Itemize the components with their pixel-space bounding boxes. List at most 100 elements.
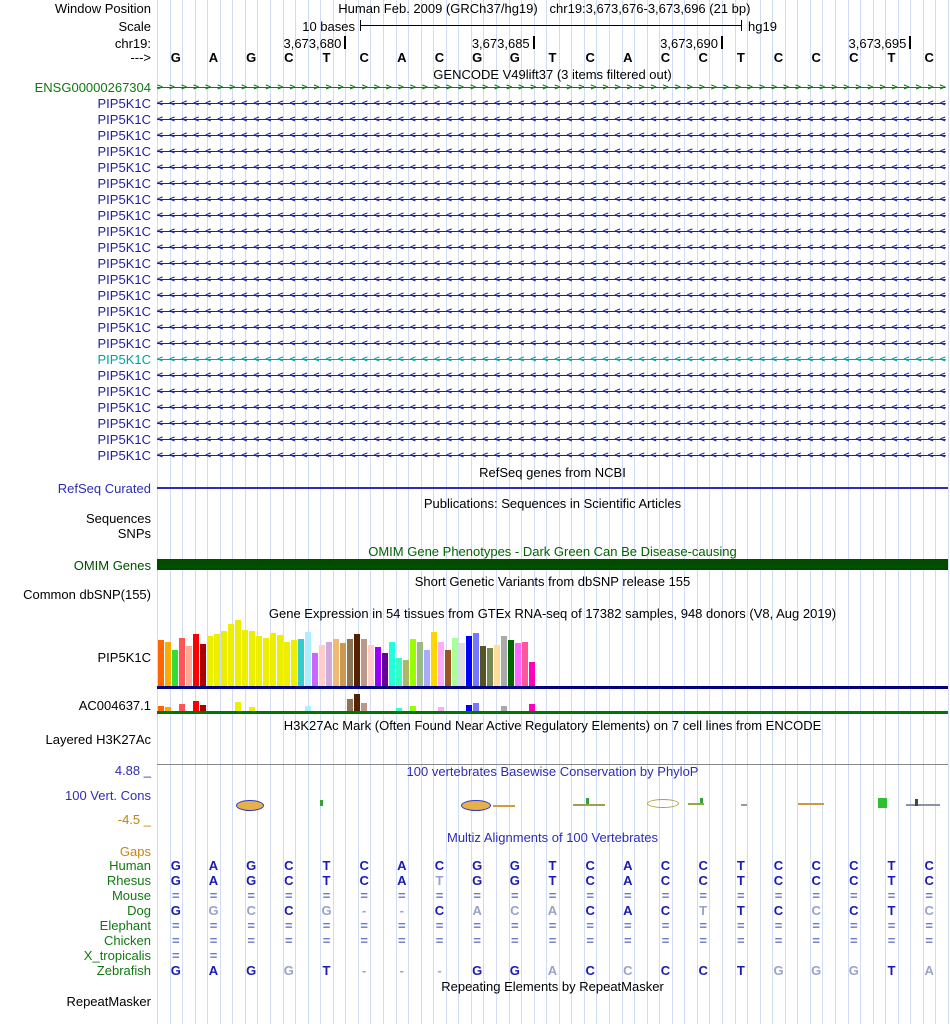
gencode-item-arrows[interactable]: < < < < < < < < < < < < < < < < < < < < … [157,386,946,397]
gencode-item-arrows[interactable]: < < < < < < < < < < < < < < < < < < < < … [157,338,946,349]
gencode-item-arrows[interactable]: < < < < < < < < < < < < < < < < < < < < … [157,306,946,317]
gtex-bar[interactable] [291,640,297,686]
gencode-item-label[interactable]: PIP5K1C [97,256,151,271]
snps-label[interactable]: SNPs [117,526,151,541]
repeatmasker-header[interactable]: Repeating Elements by RepeatMasker [441,979,664,994]
gencode-item-label[interactable]: PIP5K1C [97,160,151,175]
gtex-bar[interactable] [501,636,507,686]
gencode-item-arrows[interactable]: < < < < < < < < < < < < < < < < < < < < … [157,274,946,285]
gtex-bar[interactable] [263,638,269,686]
gencode-item-arrows[interactable]: < < < < < < < < < < < < < < < < < < < < … [157,402,946,413]
gtex-bar[interactable] [298,639,304,686]
gtex-bar[interactable] [529,662,535,686]
gtex-bar[interactable] [368,645,374,686]
gtex-gene-label-ac004637[interactable]: AC004637.1 [78,698,151,713]
gtex-bar[interactable] [389,642,395,686]
gaps-label[interactable]: Gaps [119,844,151,859]
gencode-item-arrows[interactable]: < < < < < < < < < < < < < < < < < < < < … [157,258,946,269]
gtex-bar[interactable] [361,639,367,686]
gtex-bar-ac[interactable] [466,705,472,711]
publications-header[interactable]: Publications: Sequences in Scientific Ar… [423,496,682,511]
gencode-item-label[interactable]: PIP5K1C [97,96,151,111]
gtex-bar[interactable] [221,631,227,686]
gtex-bar[interactable] [382,653,388,686]
gencode-item-arrows[interactable]: < < < < < < < < < < < < < < < < < < < < … [157,194,946,205]
gtex-bar[interactable] [438,642,444,686]
omim-genes-label[interactable]: OMIM Genes [73,558,151,573]
gtex-bar-ac[interactable] [361,703,367,711]
gencode-item-label[interactable]: PIP5K1C [97,144,151,159]
gencode-item-label[interactable]: PIP5K1C [97,272,151,287]
gtex-bar[interactable] [333,639,339,686]
gencode-item-label[interactable]: ENSG00000267304 [34,80,151,95]
gtex-bar-ac[interactable] [179,704,185,711]
repeatmasker-label[interactable]: RepeatMasker [66,994,151,1009]
gencode-item-arrows[interactable]: < < < < < < < < < < < < < < < < < < < < … [157,226,946,237]
conservation-header[interactable]: 100 vertebrates Basewise Conservation by… [406,764,699,779]
gencode-item-label[interactable]: PIP5K1C [97,288,151,303]
gtex-bar-ac[interactable] [165,707,171,711]
gtex-bar[interactable] [417,642,423,686]
gencode-item-arrows[interactable]: < < < < < < < < < < < < < < < < < < < < … [157,114,946,125]
gencode-item-arrows[interactable]: < < < < < < < < < < < < < < < < < < < < … [157,290,946,301]
gtex-bar[interactable] [473,633,479,686]
gencode-item-label[interactable]: PIP5K1C [97,192,151,207]
species-label[interactable]: Mouse [111,888,151,903]
gtex-bar[interactable] [326,642,332,686]
gtex-bar[interactable] [466,636,472,686]
gencode-item-arrows[interactable]: < < < < < < < < < < < < < < < < < < < < … [157,434,946,445]
gencode-item-label[interactable]: PIP5K1C [97,208,151,223]
gencode-item-label[interactable]: PIP5K1C [97,368,151,383]
gtex-bar[interactable] [200,644,206,686]
gencode-item-label[interactable]: PIP5K1C [97,112,151,127]
gencode-item-label[interactable]: PIP5K1C [97,320,151,335]
species-label[interactable]: Chicken [104,933,151,948]
gtex-bar[interactable] [459,643,465,686]
gencode-item-label[interactable]: PIP5K1C [97,336,151,351]
gtex-bar[interactable] [494,645,500,686]
dbsnp-label[interactable]: Common dbSNP(155) [23,587,151,602]
gtex-bar[interactable] [319,645,325,686]
gtex-gene-model-ac004637[interactable] [157,711,948,714]
gtex-bar-ac[interactable] [193,701,199,711]
h3k27ac-header[interactable]: H3K27Ac Mark (Often Found Near Active Re… [283,718,822,733]
gtex-bar[interactable] [522,642,528,686]
gtex-bar[interactable] [179,638,185,686]
gencode-item-arrows[interactable]: < < < < < < < < < < < < < < < < < < < < … [157,162,946,173]
gtex-bar-ac[interactable] [347,699,353,711]
gencode-item-arrows[interactable]: < < < < < < < < < < < < < < < < < < < < … [157,322,946,333]
gtex-bar-ac[interactable] [305,706,311,711]
species-label[interactable]: Zebrafish [96,963,151,978]
gtex-bar-ac[interactable] [200,705,206,711]
gencode-item-label[interactable]: PIP5K1C [97,352,151,367]
gtex-bar-ac[interactable] [438,707,444,711]
gtex-gene-label-pip5k1c[interactable]: PIP5K1C [97,650,151,665]
gtex-bar[interactable] [305,632,311,686]
gtex-bar-ac[interactable] [501,706,507,711]
gtex-bar-ac[interactable] [410,706,416,711]
species-label[interactable]: Dog [127,903,151,918]
gencode-item-arrows[interactable]: < < < < < < < < < < < < < < < < < < < < … [157,210,946,221]
gtex-bar[interactable] [207,636,213,686]
gtex-bar-ac[interactable] [235,702,241,711]
dbsnp-header[interactable]: Short Genetic Variants from dbSNP releas… [414,574,691,589]
gencode-item-label[interactable]: PIP5K1C [97,416,151,431]
gencode-item-arrows[interactable]: > > > > > > > > > > > > > > > > > > > > … [157,82,946,93]
gtex-bar[interactable] [487,648,493,686]
refseq-curated-label[interactable]: RefSeq Curated [57,481,151,496]
omim-genes-bar[interactable] [157,559,948,570]
gtex-bar[interactable] [228,624,234,686]
gtex-bar[interactable] [354,634,360,686]
gtex-bar[interactable] [235,620,241,686]
gtex-bar[interactable] [214,634,220,686]
gtex-bar-ac[interactable] [396,708,402,711]
gtex-bar-ac[interactable] [473,703,479,711]
gtex-bar[interactable] [403,660,409,686]
gtex-bar[interactable] [270,633,276,686]
gencode-item-arrows[interactable]: < < < < < < < < < < < < < < < < < < < < … [157,98,946,109]
sequences-label[interactable]: Sequences [85,511,151,526]
gtex-bar[interactable] [249,631,255,686]
species-label[interactable]: Rhesus [106,873,151,888]
gtex-bar-ac[interactable] [354,694,360,711]
gtex-bar[interactable] [410,639,416,686]
